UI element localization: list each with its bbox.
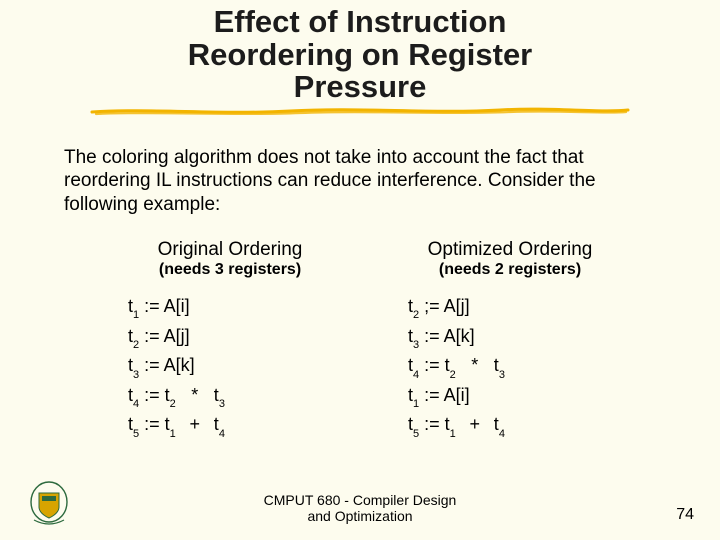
- code-row: t1 := A[i]: [408, 382, 505, 412]
- title-underline-icon: [90, 106, 630, 116]
- original-code: t1 := A[i]t2 := A[j]t3 := A[k]t4 := t2 *…: [100, 293, 225, 441]
- slide-root: Effect of Instruction Reordering on Regi…: [0, 0, 720, 540]
- original-heading: Original Ordering: [100, 239, 360, 261]
- code-row: t4 := t2 * t3: [408, 352, 505, 382]
- title-underline-wrap: [0, 106, 720, 116]
- original-subheading: (needs 3 registers): [100, 261, 360, 279]
- footer-line-2: and Optimization: [307, 508, 412, 524]
- footer: CMPUT 680 - Compiler Design and Optimiza…: [0, 492, 720, 524]
- columns: Original Ordering (needs 3 registers) t1…: [0, 217, 720, 441]
- code-row: t1 := A[i]: [128, 293, 225, 323]
- body-paragraph: The coloring algorithm does not take int…: [0, 116, 720, 217]
- page-number: 74: [676, 506, 694, 524]
- title-line-2: Reordering on Register: [188, 37, 533, 72]
- code-row: t2 := A[j]: [128, 323, 225, 353]
- code-row: t3 := A[k]: [408, 323, 505, 353]
- optimized-code: t2 ;= A[j]t3 := A[k]t4 := t2 * t3t1 := A…: [380, 293, 505, 441]
- footer-line-1: CMPUT 680 - Compiler Design: [264, 492, 457, 508]
- title-line-1: Effect of Instruction: [214, 4, 507, 39]
- code-row: t5 := t1 + t4: [128, 411, 225, 441]
- code-row: t3 := A[k]: [128, 352, 225, 382]
- slide-title: Effect of Instruction Reordering on Regi…: [0, 0, 720, 104]
- original-column: Original Ordering (needs 3 registers) t1…: [100, 239, 360, 441]
- code-row: t5 := t1 + t4: [408, 411, 505, 441]
- code-row: t2 ;= A[j]: [408, 293, 505, 323]
- optimized-heading: Optimized Ordering: [380, 239, 640, 261]
- title-line-3: Pressure: [294, 69, 427, 104]
- optimized-column: Optimized Ordering (needs 2 registers) t…: [380, 239, 640, 441]
- optimized-subheading: (needs 2 registers): [380, 261, 640, 279]
- code-row: t4 := t2 * t3: [128, 382, 225, 412]
